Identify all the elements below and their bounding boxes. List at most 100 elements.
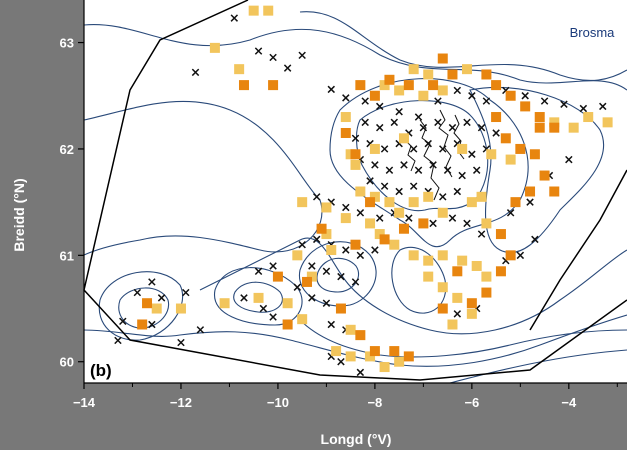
x-marker xyxy=(148,320,156,329)
square-marker xyxy=(437,303,448,314)
square-marker xyxy=(418,218,429,229)
x-marker xyxy=(240,294,248,302)
x-marker xyxy=(351,134,360,143)
square-marker xyxy=(549,117,560,128)
x-marker xyxy=(298,240,306,249)
square-marker xyxy=(340,112,351,123)
square-marker xyxy=(306,271,317,282)
square-marker xyxy=(602,117,613,128)
trough-contour xyxy=(391,246,447,314)
square-marker xyxy=(505,250,516,261)
square-marker xyxy=(384,74,395,85)
square-marker xyxy=(137,319,148,330)
x-tick-label: −6 xyxy=(464,395,479,410)
x-marker xyxy=(429,161,437,169)
square-marker xyxy=(447,319,458,330)
square-marker xyxy=(365,351,376,362)
x-marker xyxy=(409,182,418,190)
x-tick-label: −14 xyxy=(73,395,96,410)
square-marker xyxy=(394,207,405,218)
square-marker xyxy=(408,197,419,208)
x-marker xyxy=(327,85,335,94)
square-marker xyxy=(355,186,366,197)
y-tick-label: 61 xyxy=(60,248,74,263)
y-axis: 60 61 62 63 xyxy=(60,36,84,370)
square-marker xyxy=(350,159,361,170)
square-marker xyxy=(437,85,448,96)
square-marker xyxy=(398,133,409,144)
square-marker xyxy=(476,191,487,202)
square-marker xyxy=(302,276,313,287)
square-marker xyxy=(369,191,380,202)
square-marker xyxy=(447,69,458,80)
x-marker xyxy=(560,100,568,108)
south-contour-1 xyxy=(199,237,627,335)
square-marker xyxy=(462,64,473,75)
square-marker xyxy=(423,191,434,202)
square-marker xyxy=(539,170,550,181)
square-marker xyxy=(491,112,502,123)
y-axis-title: Breidd (°N) xyxy=(11,178,27,251)
square-marker xyxy=(340,213,351,224)
square-marker xyxy=(510,197,521,208)
square-marker xyxy=(335,303,346,314)
square-marker xyxy=(515,143,526,154)
x-marker xyxy=(414,166,423,174)
ridge-contour-outer xyxy=(214,267,303,326)
square-marker xyxy=(428,80,439,91)
x-marker xyxy=(254,47,263,55)
x-marker xyxy=(293,283,302,291)
square-marker xyxy=(175,303,186,314)
x-marker xyxy=(361,118,369,127)
x-marker xyxy=(579,104,588,113)
square-marker xyxy=(500,133,511,144)
x-marker xyxy=(526,198,534,206)
square-marker xyxy=(423,271,434,282)
x-marker xyxy=(191,68,200,77)
square-marker xyxy=(437,53,448,64)
panel-label: (b) xyxy=(90,361,112,380)
x-marker xyxy=(230,14,239,22)
island-coast-1 xyxy=(419,119,440,201)
square-marker xyxy=(481,287,492,298)
x-marker xyxy=(448,123,457,132)
square-marker xyxy=(151,303,162,314)
x-marker xyxy=(322,267,331,276)
square-marker xyxy=(505,154,516,165)
x-marker xyxy=(429,219,437,228)
square-marker xyxy=(398,223,409,234)
square-marker xyxy=(568,122,579,133)
x-marker xyxy=(196,326,205,334)
square-marker xyxy=(369,143,380,154)
square-marker xyxy=(495,266,506,277)
x-marker xyxy=(434,97,442,105)
square-marker xyxy=(466,308,477,319)
x-marker xyxy=(453,86,462,95)
square-marker xyxy=(321,229,332,240)
x-marker xyxy=(380,182,389,190)
x-marker xyxy=(177,338,185,347)
x-marker xyxy=(400,161,408,169)
x-marker xyxy=(506,209,515,217)
x-marker xyxy=(405,214,413,222)
x-marker xyxy=(308,294,316,302)
x-marker xyxy=(385,166,394,174)
x-marker xyxy=(395,187,403,196)
x-marker xyxy=(477,123,486,132)
square-marker xyxy=(379,80,390,91)
x-marker xyxy=(531,235,539,244)
y-tick-label: 62 xyxy=(60,142,74,157)
square-marker xyxy=(486,149,497,160)
x-marker xyxy=(453,310,462,318)
x-marker xyxy=(468,92,476,100)
x-marker xyxy=(376,123,384,132)
x-marker xyxy=(283,64,292,72)
x-marker xyxy=(148,278,156,286)
square-marker xyxy=(394,356,405,367)
x-marker xyxy=(439,145,447,153)
x-marker xyxy=(312,235,321,244)
x-marker xyxy=(409,145,418,153)
square-marker xyxy=(316,223,327,234)
axis-frame xyxy=(83,0,627,384)
